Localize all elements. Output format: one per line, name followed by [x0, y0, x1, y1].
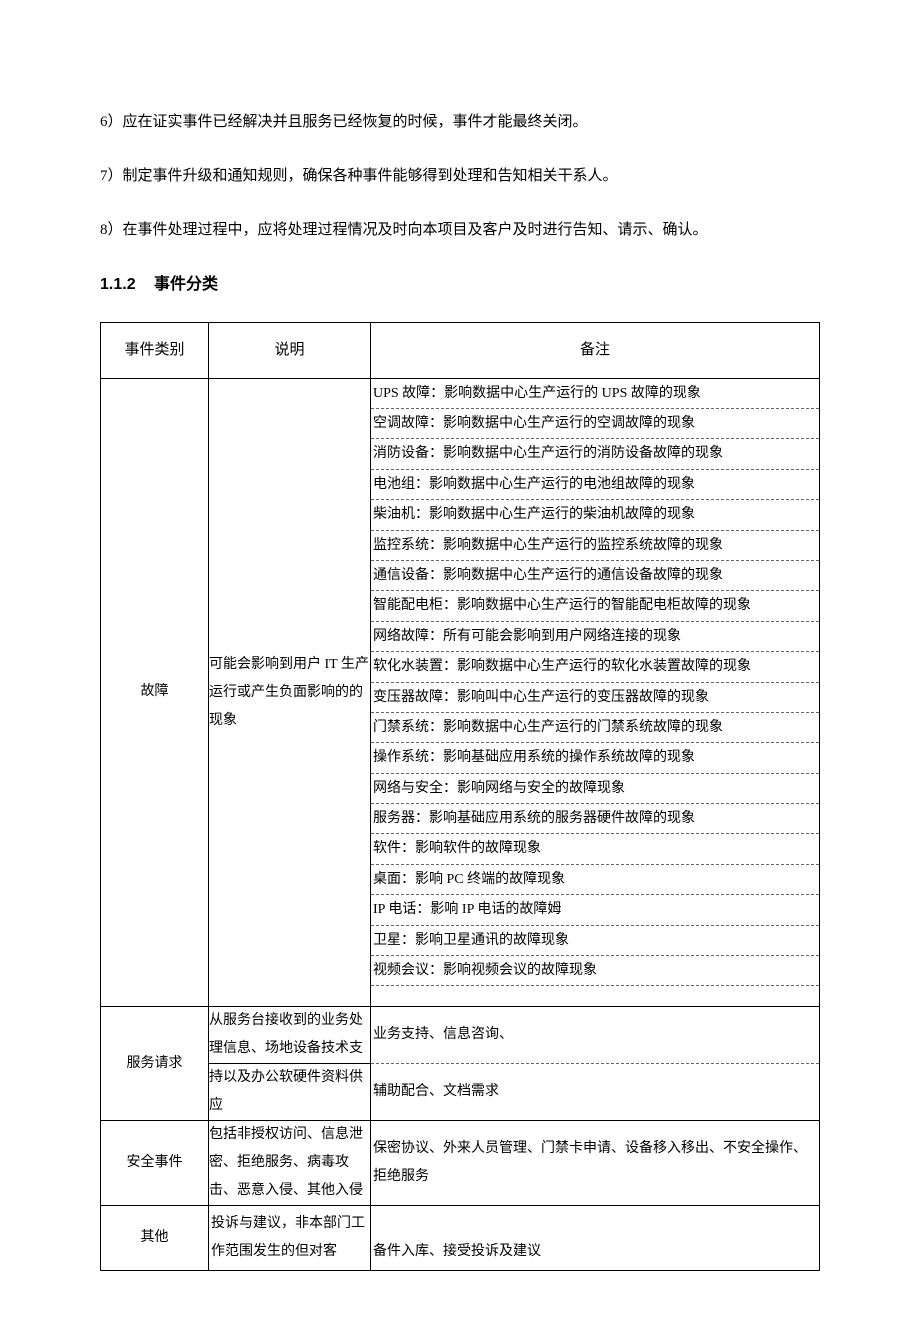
- cell-fault-desc: 可能会影响到用户 IT 生产运行或产生负面影响的的现象: [209, 378, 371, 1007]
- cell-other-note: 备件入库、接受投诉及建议: [371, 1206, 820, 1271]
- header-notes: 备注: [371, 322, 820, 378]
- fault-note: 服务器：影响基础应用系统的服务器硬件故障的现象: [371, 804, 819, 834]
- cell-security-note: 保密协议、外来人员管理、门禁卡申请、设备移入移出、不安全操作、拒绝服务: [371, 1121, 820, 1206]
- header-category: 事件类别: [101, 322, 209, 378]
- row-security: 安全事件 包括非授权访问、信息泄密、拒绝服务、病毒攻击、恶意入侵、其他入侵 保密…: [101, 1121, 820, 1206]
- fault-note: UPS 故障：影响数据中心生产运行的 UPS 故障的现象: [371, 379, 819, 409]
- fault-note: 智能配电柜：影响数据中心生产运行的智能配电柜故障的现象: [371, 591, 819, 621]
- fault-note: 软件：影响软件的故障现象: [371, 834, 819, 864]
- cell-service-desc1: 从服务台接收到的业务处理信息、场地设备技术支: [209, 1007, 371, 1064]
- cell-fault-category: 故障: [101, 378, 209, 1007]
- fault-note: 变压器故障：影响叫中心生产运行的变压器故障的现象: [371, 683, 819, 713]
- paragraph-6: 6）应在证实事件已经解决并且服务已经恢复的时候，事件才能最终关闭。: [100, 110, 820, 134]
- cell-service-note1: 业务支持、信息咨询、: [371, 1007, 820, 1064]
- row-service-request-2: 持以及办公软硬件资料供应 辅助配合、文档需求: [101, 1064, 820, 1121]
- fault-note: 网络与安全：影响网络与安全的故障现象: [371, 774, 819, 804]
- table-header-row: 事件类别 说明 备注: [101, 322, 820, 378]
- paragraph-7: 7）制定事件升级和通知规则，确保各种事件能够得到处理和告知相关干系人。: [100, 164, 820, 188]
- row-other: 其他 投诉与建议，非本部门工作范围发生的但对客 备件入库、接受投诉及建议: [101, 1206, 820, 1271]
- fault-note: 网络故障：所有可能会影响到用户网络连接的现象: [371, 622, 819, 652]
- fault-note: 柴油机：影响数据中心生产运行的柴油机故障的现象: [371, 500, 819, 530]
- cell-other-desc: 投诉与建议，非本部门工作范围发生的但对客: [209, 1206, 371, 1271]
- fault-note: 门禁系统：影响数据中心生产运行的门禁系统故障的现象: [371, 713, 819, 743]
- cell-service-note2: 辅助配合、文档需求: [371, 1064, 820, 1121]
- fault-note: 空调故障：影响数据中心生产运行的空调故障的现象: [371, 409, 819, 439]
- cell-security-category: 安全事件: [101, 1121, 209, 1206]
- fault-note: IP 电话：影响 IP 电话的故障姆: [371, 895, 819, 925]
- section-number: 1.1.2: [100, 276, 136, 293]
- header-description: 说明: [209, 322, 371, 378]
- fault-note: 桌面：影响 PC 终端的故障现象: [371, 865, 819, 895]
- section-title: 事件分类: [154, 276, 218, 293]
- fault-note: 监控系统：影响数据中心生产运行的监控系统故障的现象: [371, 531, 819, 561]
- fault-note: 视频会议：影响视频会议的故障现象: [371, 956, 819, 986]
- fault-note: 操作系统：影响基础应用系统的操作系统故障的现象: [371, 743, 819, 773]
- fault-note: 电池组：影响数据中心生产运行的电池组故障的现象: [371, 470, 819, 500]
- section-heading: 1.1.2 事件分类: [100, 272, 820, 298]
- event-category-table: 事件类别 说明 备注 故障 可能会影响到用户 IT 生产运行或产生负面影响的的现…: [100, 322, 820, 1272]
- fault-notes-list: UPS 故障：影响数据中心生产运行的 UPS 故障的现象 空调故障：影响数据中心…: [371, 379, 819, 1007]
- fault-note: 消防设备：影响数据中心生产运行的消防设备故障的现象: [371, 439, 819, 469]
- cell-other-category: 其他: [101, 1206, 209, 1271]
- cell-service-desc2: 持以及办公软硬件资料供应: [209, 1064, 371, 1121]
- fault-note-blank: [371, 986, 819, 1006]
- fault-note: 软化水装置：影响数据中心生产运行的软化水装置故障的现象: [371, 652, 819, 682]
- fault-note: 通信设备：影响数据中心生产运行的通信设备故障的现象: [371, 561, 819, 591]
- cell-security-desc: 包括非授权访问、信息泄密、拒绝服务、病毒攻击、恶意入侵、其他入侵: [209, 1121, 371, 1206]
- cell-service-category: 服务请求: [101, 1007, 209, 1121]
- paragraph-8: 8）在事件处理过程中，应将处理过程情况及时向本项目及客户及时进行告知、请示、确认…: [100, 218, 820, 242]
- row-service-request-1: 服务请求 从服务台接收到的业务处理信息、场地设备技术支 业务支持、信息咨询、: [101, 1007, 820, 1064]
- cell-fault-notes: UPS 故障：影响数据中心生产运行的 UPS 故障的现象 空调故障：影响数据中心…: [371, 378, 820, 1007]
- row-fault: 故障 可能会影响到用户 IT 生产运行或产生负面影响的的现象 UPS 故障：影响…: [101, 378, 820, 1007]
- fault-note: 卫星：影响卫星通讯的故障现象: [371, 926, 819, 956]
